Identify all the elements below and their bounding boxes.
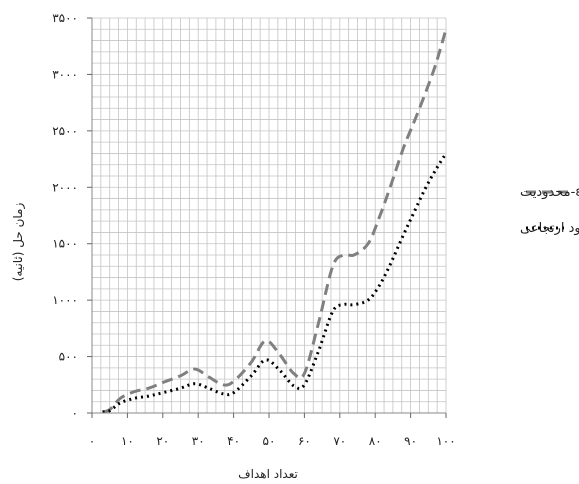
x-tick-label: ۸۰: [369, 434, 382, 448]
x-tick-label: ۰: [89, 434, 95, 448]
y-tick-label: ۰: [72, 406, 78, 420]
y-tick-label: ۳۵۰۰: [52, 11, 78, 25]
legend-label-elastic-constraints: قیود ارتجاعی: [520, 221, 579, 236]
y-tick-label: ۱۰۰۰: [52, 293, 78, 307]
x-tick-label: ۱۰۰: [436, 434, 455, 448]
y-tick-label: ۲۰۰۰: [52, 180, 78, 194]
grid: [91, 17, 447, 414]
x-tick-label: ۴۰: [227, 434, 240, 448]
series-line-epsilon-constraint: [102, 28, 448, 414]
y-tick-label: ۱۵۰۰: [52, 237, 78, 251]
y-tick-label: ۳۰۰۰: [52, 67, 78, 81]
axes: [87, 17, 447, 418]
x-tick-label: ۷۰: [333, 434, 346, 448]
x-tick-label: ۵۰: [263, 434, 276, 448]
x-tick-label: ۲۰: [156, 434, 169, 448]
legend-label-epsilon-constraint: ε-محدودیت: [520, 185, 579, 200]
tick-labels: ۰ ۵۰۰ ۱۰۰۰ ۱۵۰۰ ۲۰۰۰ ۲۵۰۰ ۳۰۰۰ ۳۵۰۰ ۰ ۱۰ ۲۰ ۳۰ ۴۰ ۵۰ ۶…: [52, 11, 455, 448]
series-layer: [102, 28, 448, 414]
x-tick-label: ۳۰: [192, 434, 205, 448]
legend: ε-محدودیت قیود ارتجاعی: [520, 185, 579, 236]
x-axis-title: تعداد اهداف: [238, 467, 298, 481]
x-tick-label: ۶۰: [298, 434, 311, 448]
x-tick-label: ۹۰: [404, 434, 417, 448]
x-tick-label: ۱۰: [121, 434, 134, 448]
y-tick-label: ۵۰۰: [59, 350, 78, 364]
y-axis-title: زمان حل (ثانیه): [11, 203, 26, 282]
y-tick-label: ۲۵۰۰: [52, 124, 78, 138]
